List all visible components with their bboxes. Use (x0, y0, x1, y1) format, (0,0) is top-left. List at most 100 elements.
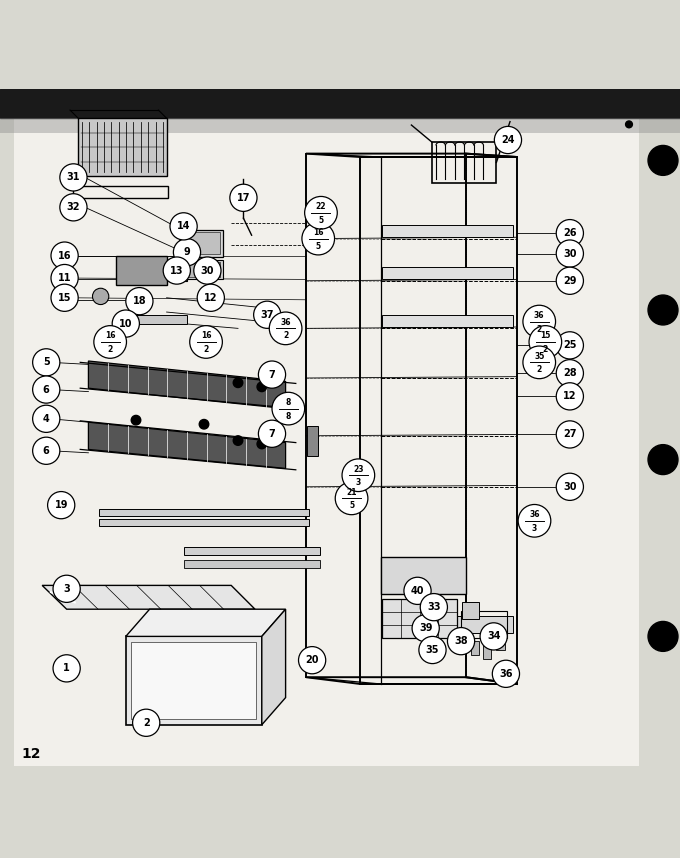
Circle shape (94, 326, 126, 359)
Circle shape (269, 312, 302, 345)
Circle shape (112, 310, 139, 337)
Circle shape (53, 575, 80, 602)
Bar (167, 260, 187, 281)
Text: 39: 39 (419, 623, 432, 633)
Text: 18: 18 (133, 296, 146, 306)
Circle shape (556, 240, 583, 267)
Circle shape (523, 346, 556, 378)
Circle shape (199, 420, 209, 429)
Bar (184, 560, 320, 568)
Text: 26: 26 (563, 228, 577, 239)
Circle shape (51, 264, 78, 292)
Circle shape (419, 637, 446, 663)
Circle shape (233, 378, 243, 388)
Circle shape (556, 267, 583, 294)
Text: 1: 1 (63, 663, 70, 674)
Text: 19: 19 (54, 500, 68, 511)
Text: 30: 30 (201, 266, 214, 275)
Polygon shape (262, 609, 286, 725)
Bar (185, 263, 220, 277)
Bar (382, 267, 513, 280)
Text: 24: 24 (501, 135, 515, 145)
Bar (496, 637, 505, 650)
Bar (382, 225, 513, 238)
Bar (0, 118, 680, 133)
Text: 35: 35 (534, 352, 545, 360)
Text: 5: 5 (349, 501, 354, 511)
Bar (179, 240, 196, 257)
Circle shape (33, 438, 60, 464)
Circle shape (556, 220, 583, 247)
Bar (381, 557, 466, 595)
Circle shape (254, 301, 281, 329)
Text: 2: 2 (537, 324, 542, 334)
Text: 3: 3 (532, 523, 537, 533)
Bar (131, 642, 256, 719)
Text: 16: 16 (313, 228, 324, 237)
Bar (382, 616, 513, 633)
Bar (188, 233, 220, 254)
Circle shape (447, 627, 475, 655)
Text: 7: 7 (269, 429, 275, 438)
Text: 21: 21 (346, 487, 357, 497)
Circle shape (648, 621, 678, 651)
Circle shape (233, 436, 243, 445)
Text: 2: 2 (537, 366, 542, 374)
Bar (272, 313, 282, 322)
Circle shape (92, 288, 109, 305)
Text: 13: 13 (170, 266, 184, 275)
Text: 33: 33 (427, 602, 441, 612)
Text: 30: 30 (563, 482, 577, 492)
Bar (184, 547, 320, 555)
Text: 20: 20 (305, 656, 319, 665)
Text: 3: 3 (356, 478, 361, 487)
Circle shape (556, 420, 583, 448)
Text: 29: 29 (563, 275, 577, 286)
Text: 32: 32 (67, 202, 80, 212)
Polygon shape (88, 422, 286, 468)
Text: 35: 35 (426, 645, 439, 655)
Text: 11: 11 (58, 273, 71, 283)
Bar (461, 611, 507, 637)
Text: 38: 38 (454, 636, 468, 646)
Circle shape (648, 444, 678, 474)
Bar (432, 142, 496, 183)
Text: 6: 6 (43, 446, 50, 456)
Text: 31: 31 (67, 172, 80, 183)
Bar (99, 519, 309, 526)
Polygon shape (42, 585, 255, 609)
Circle shape (412, 614, 439, 642)
Text: 2: 2 (543, 345, 548, 354)
Bar (186, 230, 223, 257)
Circle shape (305, 196, 337, 229)
Circle shape (33, 348, 60, 376)
Text: 6: 6 (43, 384, 50, 395)
Circle shape (257, 382, 267, 391)
Bar (182, 260, 223, 280)
Circle shape (648, 146, 678, 175)
Circle shape (342, 459, 375, 492)
Text: 5: 5 (316, 242, 321, 251)
Bar (382, 599, 457, 638)
Circle shape (302, 222, 335, 255)
Circle shape (126, 287, 153, 315)
Text: 16: 16 (201, 331, 211, 341)
Bar (307, 426, 318, 456)
Circle shape (53, 655, 80, 682)
Circle shape (173, 239, 201, 266)
Bar (462, 602, 479, 619)
Text: 36: 36 (529, 511, 540, 519)
Text: 37: 37 (260, 310, 274, 320)
Text: 25: 25 (563, 341, 577, 350)
Text: 30: 30 (563, 249, 577, 258)
Polygon shape (88, 361, 286, 408)
Text: 2: 2 (283, 331, 288, 341)
Circle shape (257, 439, 267, 449)
Circle shape (33, 376, 60, 403)
Circle shape (60, 164, 87, 191)
Text: 16: 16 (58, 251, 71, 261)
Text: 17: 17 (237, 193, 250, 202)
Bar (99, 510, 309, 516)
Circle shape (518, 505, 551, 537)
Circle shape (33, 405, 60, 432)
